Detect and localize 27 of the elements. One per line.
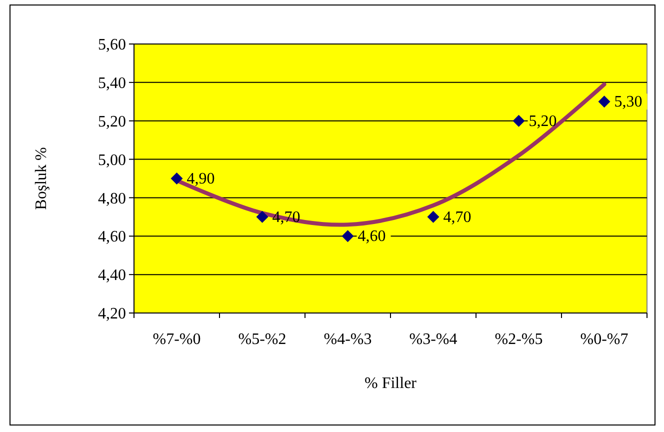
data-label: 5,30 <box>614 94 642 111</box>
x-tick-label: %7-%0 <box>152 331 201 348</box>
data-label: 5,20 <box>528 112 557 130</box>
point <box>598 96 610 108</box>
point <box>170 172 183 184</box>
y-tick-label: 4,40 <box>98 267 126 284</box>
y-tick-label: 4,60 <box>98 228 126 246</box>
y-tick-label: 5,00 <box>98 152 126 169</box>
y-axis-title: Boşluk % <box>33 147 50 210</box>
data-label: 4,70 <box>443 208 472 226</box>
x-tick-label: %5-%2 <box>238 331 286 348</box>
y-tick-label: 4,80 <box>98 190 126 208</box>
data-label: 4,60 <box>358 228 386 246</box>
x-tick-label: %0-%7 <box>580 331 628 348</box>
y-tick-label: 5,20 <box>98 113 126 130</box>
x-tick-label: %4-%3 <box>324 331 372 348</box>
point <box>342 230 354 242</box>
y-tick-label: 5,40 <box>98 75 126 92</box>
x-tick-label: %3-%4 <box>409 331 458 348</box>
point <box>512 114 525 127</box>
data-label: 4,90 <box>186 170 215 188</box>
y-tick-label: 5,60 <box>98 36 126 54</box>
y-tick-label: 4,20 <box>98 306 126 323</box>
point <box>256 210 268 223</box>
x-axis-title: % Filler <box>364 375 418 392</box>
x-tick-label: %2-%5 <box>494 331 543 348</box>
point <box>427 210 440 223</box>
